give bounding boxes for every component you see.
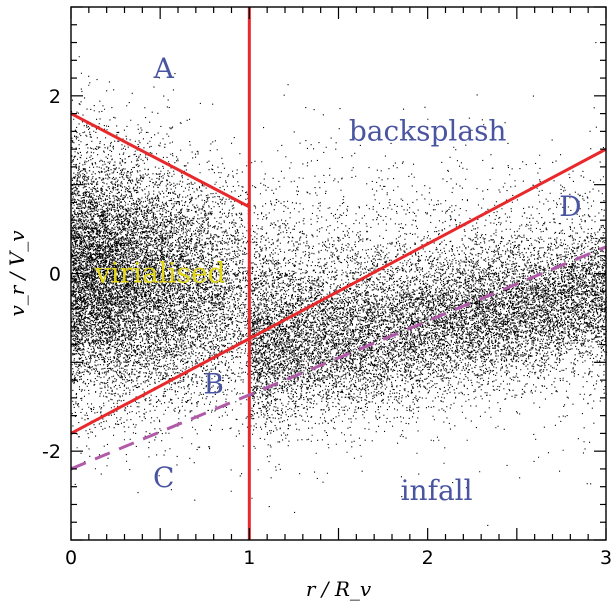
line-diagonal	[70, 147, 607, 435]
x-tick-label: 1	[243, 547, 255, 569]
y-axis-label-main: v_r / V_v	[5, 230, 29, 317]
line-infall-boundary	[70, 245, 607, 471]
x-tick-label: 2	[422, 547, 434, 569]
y-tick-label: -2	[42, 441, 61, 463]
line-upper	[70, 112, 251, 209]
y-tick-label: 0	[49, 264, 61, 286]
x-tick-label: 3	[600, 547, 612, 569]
region-label-a: A	[153, 52, 175, 85]
region-label-infall: infall	[401, 474, 473, 507]
x-axis-label: r / R_v	[306, 577, 372, 601]
region-label-c: C	[153, 461, 174, 494]
y-tick-label: 2	[49, 86, 61, 108]
x-axis-label-main: r / R_v	[306, 577, 372, 601]
x-tick-label: 0	[65, 547, 77, 569]
axis-ticks	[70, 6, 607, 541]
boundary-lines	[70, 7, 607, 540]
region-label-backsplash: backsplash	[349, 114, 507, 147]
region-label-virialised: virialised	[94, 257, 226, 290]
y-axis-label: v_r / V_v	[5, 230, 29, 317]
tick-labels: 0 1 2 3 -2 0 2	[42, 86, 612, 569]
region-label-d: D	[559, 190, 581, 223]
region-label-b: B	[203, 368, 224, 401]
